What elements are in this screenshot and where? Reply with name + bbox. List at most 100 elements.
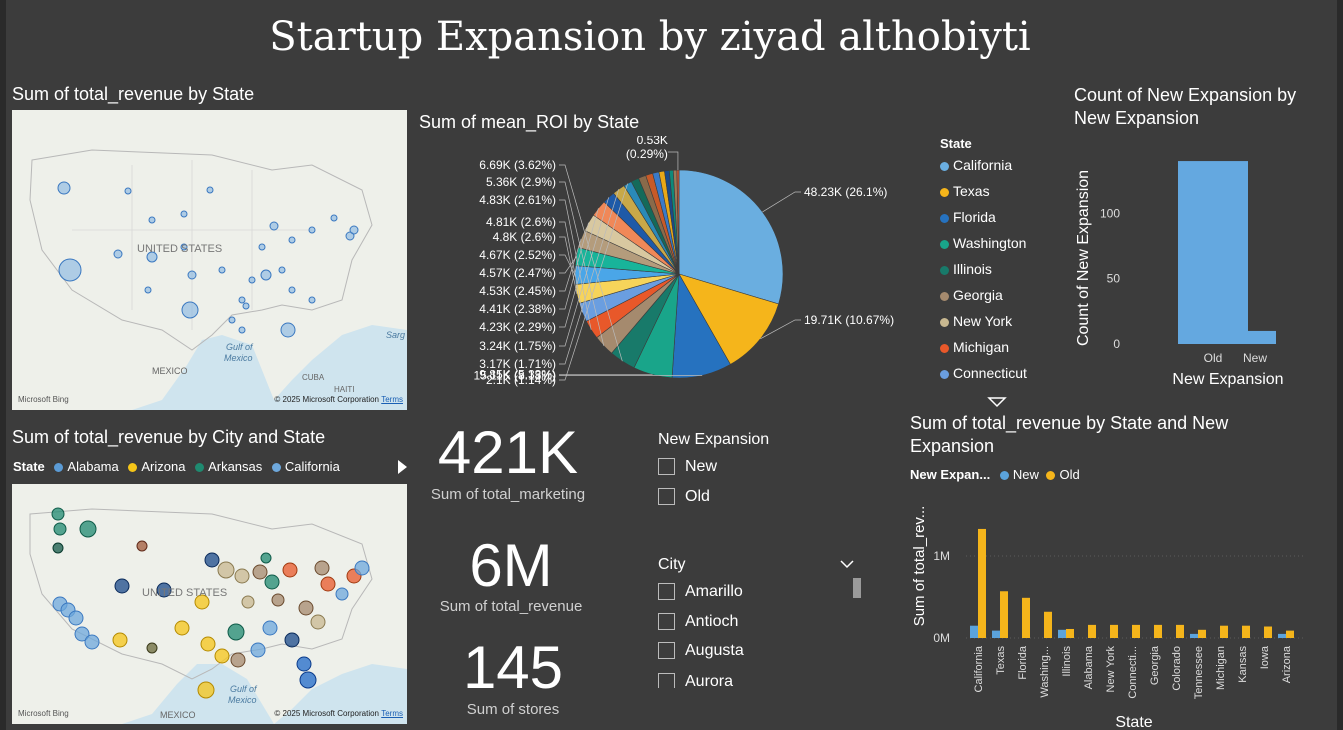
pie-legend-item[interactable]: Texas xyxy=(940,183,1027,209)
city-option[interactable]: Antioch xyxy=(658,613,738,631)
pie-legend-item[interactable]: Connecticut xyxy=(940,365,1027,391)
bar2-bar[interactable] xyxy=(992,630,1000,638)
bar2-bar[interactable] xyxy=(978,528,986,638)
bar1-bar[interactable] xyxy=(1178,161,1248,344)
map2-title: Sum of total_revenue by City and State xyxy=(12,427,326,447)
bar2-xtick-label: Arizona xyxy=(1281,645,1293,683)
map1-gulf-label-1: Gulf of xyxy=(226,342,254,352)
bar2-title: Sum of total_revenue by State and New Ex… xyxy=(910,413,1229,456)
option-label: Old xyxy=(685,488,710,505)
checkbox[interactable] xyxy=(658,583,675,601)
pie-legend-item[interactable]: Washington xyxy=(940,235,1027,261)
bar2-bar[interactable] xyxy=(1286,630,1294,638)
bar2-bar[interactable] xyxy=(1000,591,1008,638)
expansion-slicer-title: New Expansion xyxy=(658,431,770,448)
city-slicer-list[interactable]: Amarillo Antioch Augusta Aurora xyxy=(658,580,848,688)
pie-legend-item[interactable]: New York xyxy=(940,313,1027,339)
checkbox[interactable] xyxy=(658,458,675,476)
pie-legend-item[interactable]: Michigan xyxy=(940,339,1027,365)
city-option[interactable]: Augusta xyxy=(658,642,744,660)
bar2-bar[interactable] xyxy=(1154,624,1162,638)
pie-legend-item[interactable]: Illinois xyxy=(940,261,1027,287)
pie-slice[interactable] xyxy=(678,169,784,305)
city-slicer-title: City xyxy=(658,556,686,573)
option-label: Augusta xyxy=(685,642,744,659)
bar2-bar[interactable] xyxy=(1088,624,1096,638)
pie-data-label: 4.53K (2.45%) xyxy=(479,284,556,298)
bar2-xtick-label: Tennessee xyxy=(1193,646,1205,699)
bar2-bar[interactable] xyxy=(1058,629,1066,638)
bar2-bar[interactable] xyxy=(1190,633,1198,638)
legend-dot-icon xyxy=(940,369,949,379)
pie-leader-line xyxy=(559,189,620,365)
bar2-bar[interactable] xyxy=(1278,633,1286,638)
map2-country-label: UNITED STATES xyxy=(142,587,227,599)
pie-chart[interactable]: 48.23K (26.1%) 19.71K (10.67%) 2.1K (1.14%… xyxy=(419,136,919,406)
bar2-bar[interactable] xyxy=(1044,611,1052,638)
bar2-bar[interactable] xyxy=(1110,624,1118,638)
pie-legend-item[interactable]: Georgia xyxy=(940,287,1027,313)
bar2-bar[interactable] xyxy=(1198,629,1206,638)
bar1-chart[interactable]: 0 50 100 Old New New Expansion Count of New Ex… xyxy=(1064,140,1334,390)
legend-scroll-down-icon[interactable] xyxy=(987,396,1007,408)
bar2-bar[interactable] xyxy=(1264,626,1272,638)
pie-legend-label: Michigan xyxy=(953,339,1010,355)
checkbox[interactable] xyxy=(658,673,675,688)
bar2-legend-item[interactable]: New xyxy=(1012,467,1039,482)
map2-legend-item[interactable]: Arkansas xyxy=(208,459,263,474)
pie-data-label: 48.23K (26.1%) xyxy=(804,185,887,199)
pie-leader-line xyxy=(559,197,610,347)
bar2-bar[interactable] xyxy=(1066,628,1074,638)
map2-legend-item[interactable]: Alabama xyxy=(67,459,119,474)
legend-dot-icon xyxy=(940,239,949,249)
bar2-bar[interactable] xyxy=(1242,625,1250,638)
bar2-bar[interactable] xyxy=(1022,597,1030,638)
pie-legend-label: Georgia xyxy=(953,287,1003,303)
bar2-bar[interactable] xyxy=(1176,624,1184,638)
map1[interactable]: UNITED STATES Gulf of Mexico MEXICO CUBA… xyxy=(12,110,407,410)
map1-terms-link[interactable]: Terms xyxy=(381,395,403,404)
checkbox[interactable] xyxy=(658,488,675,506)
pie-leader-line xyxy=(559,222,589,310)
pie-data-label: 3.17K (1.71%) xyxy=(479,357,556,371)
bar1-ylabel: Count of New Expansion xyxy=(1075,170,1092,346)
bar2-ylabel: Sum of total_rev... xyxy=(911,506,928,627)
bar2-legend-item[interactable]: Old xyxy=(1059,467,1080,482)
bar2-bar[interactable] xyxy=(1132,624,1140,638)
map2-terms-link[interactable]: Terms xyxy=(381,709,403,718)
legend-next-arrow-icon[interactable] xyxy=(398,460,407,474)
dashboard-title: Startup Expansion by ziyad althobiyti xyxy=(269,14,1031,60)
map2-gulf-label-1: Gulf of xyxy=(230,684,258,694)
pie-slice[interactable] xyxy=(678,273,779,365)
bar2-chart[interactable]: 0M 1M California Texas Florida Washing... Illi… xyxy=(900,490,1320,730)
checkbox[interactable] xyxy=(658,613,675,631)
bar2-bar[interactable] xyxy=(1220,625,1228,638)
map2[interactable]: UNITED STATES Gulf of Mexico MEXICO Micr… xyxy=(12,484,407,724)
pie-data-label: 4.23K (2.29%) xyxy=(479,320,556,334)
city-slicer-scrollbar[interactable] xyxy=(853,578,861,598)
map1-canvas: UNITED STATES Gulf of Mexico MEXICO CUBA… xyxy=(12,110,407,410)
expansion-option-new[interactable]: New xyxy=(658,458,717,476)
map2-legend-item[interactable]: Arizona xyxy=(141,459,186,474)
bar2-xtick-label: Texas xyxy=(995,646,1007,675)
map2-legend-item[interactable]: California xyxy=(284,459,340,474)
expansion-option-old[interactable]: Old xyxy=(658,488,710,506)
pie-leader-line xyxy=(559,238,582,292)
chevron-down-icon[interactable] xyxy=(840,559,854,569)
kpi-revenue-label: Sum of total_revenue xyxy=(439,598,583,615)
legend-dot-icon xyxy=(195,463,205,473)
map2-legend: State Alabama Arizona Arkansas Californi… xyxy=(13,459,340,474)
city-option[interactable]: Amarillo xyxy=(658,583,743,601)
checkbox[interactable] xyxy=(658,642,675,660)
pie-legend-item[interactable]: California xyxy=(940,157,1027,183)
option-label: Aurora xyxy=(685,673,734,688)
city-option[interactable]: Aurora xyxy=(658,673,733,688)
bar2-bar[interactable] xyxy=(970,625,978,638)
pie-data-label: 5.36K (2.9%) xyxy=(486,175,556,189)
bar1-bar[interactable] xyxy=(1234,330,1276,344)
map1-mexico-label: MEXICO xyxy=(152,366,188,376)
pie-legend-item[interactable]: Florida xyxy=(940,209,1027,235)
bar1-title: Count of New Expansion by New Expansion xyxy=(1074,85,1297,128)
bar2-xtick-label: Washing... xyxy=(1039,646,1051,698)
pie-leader-line xyxy=(667,151,679,171)
